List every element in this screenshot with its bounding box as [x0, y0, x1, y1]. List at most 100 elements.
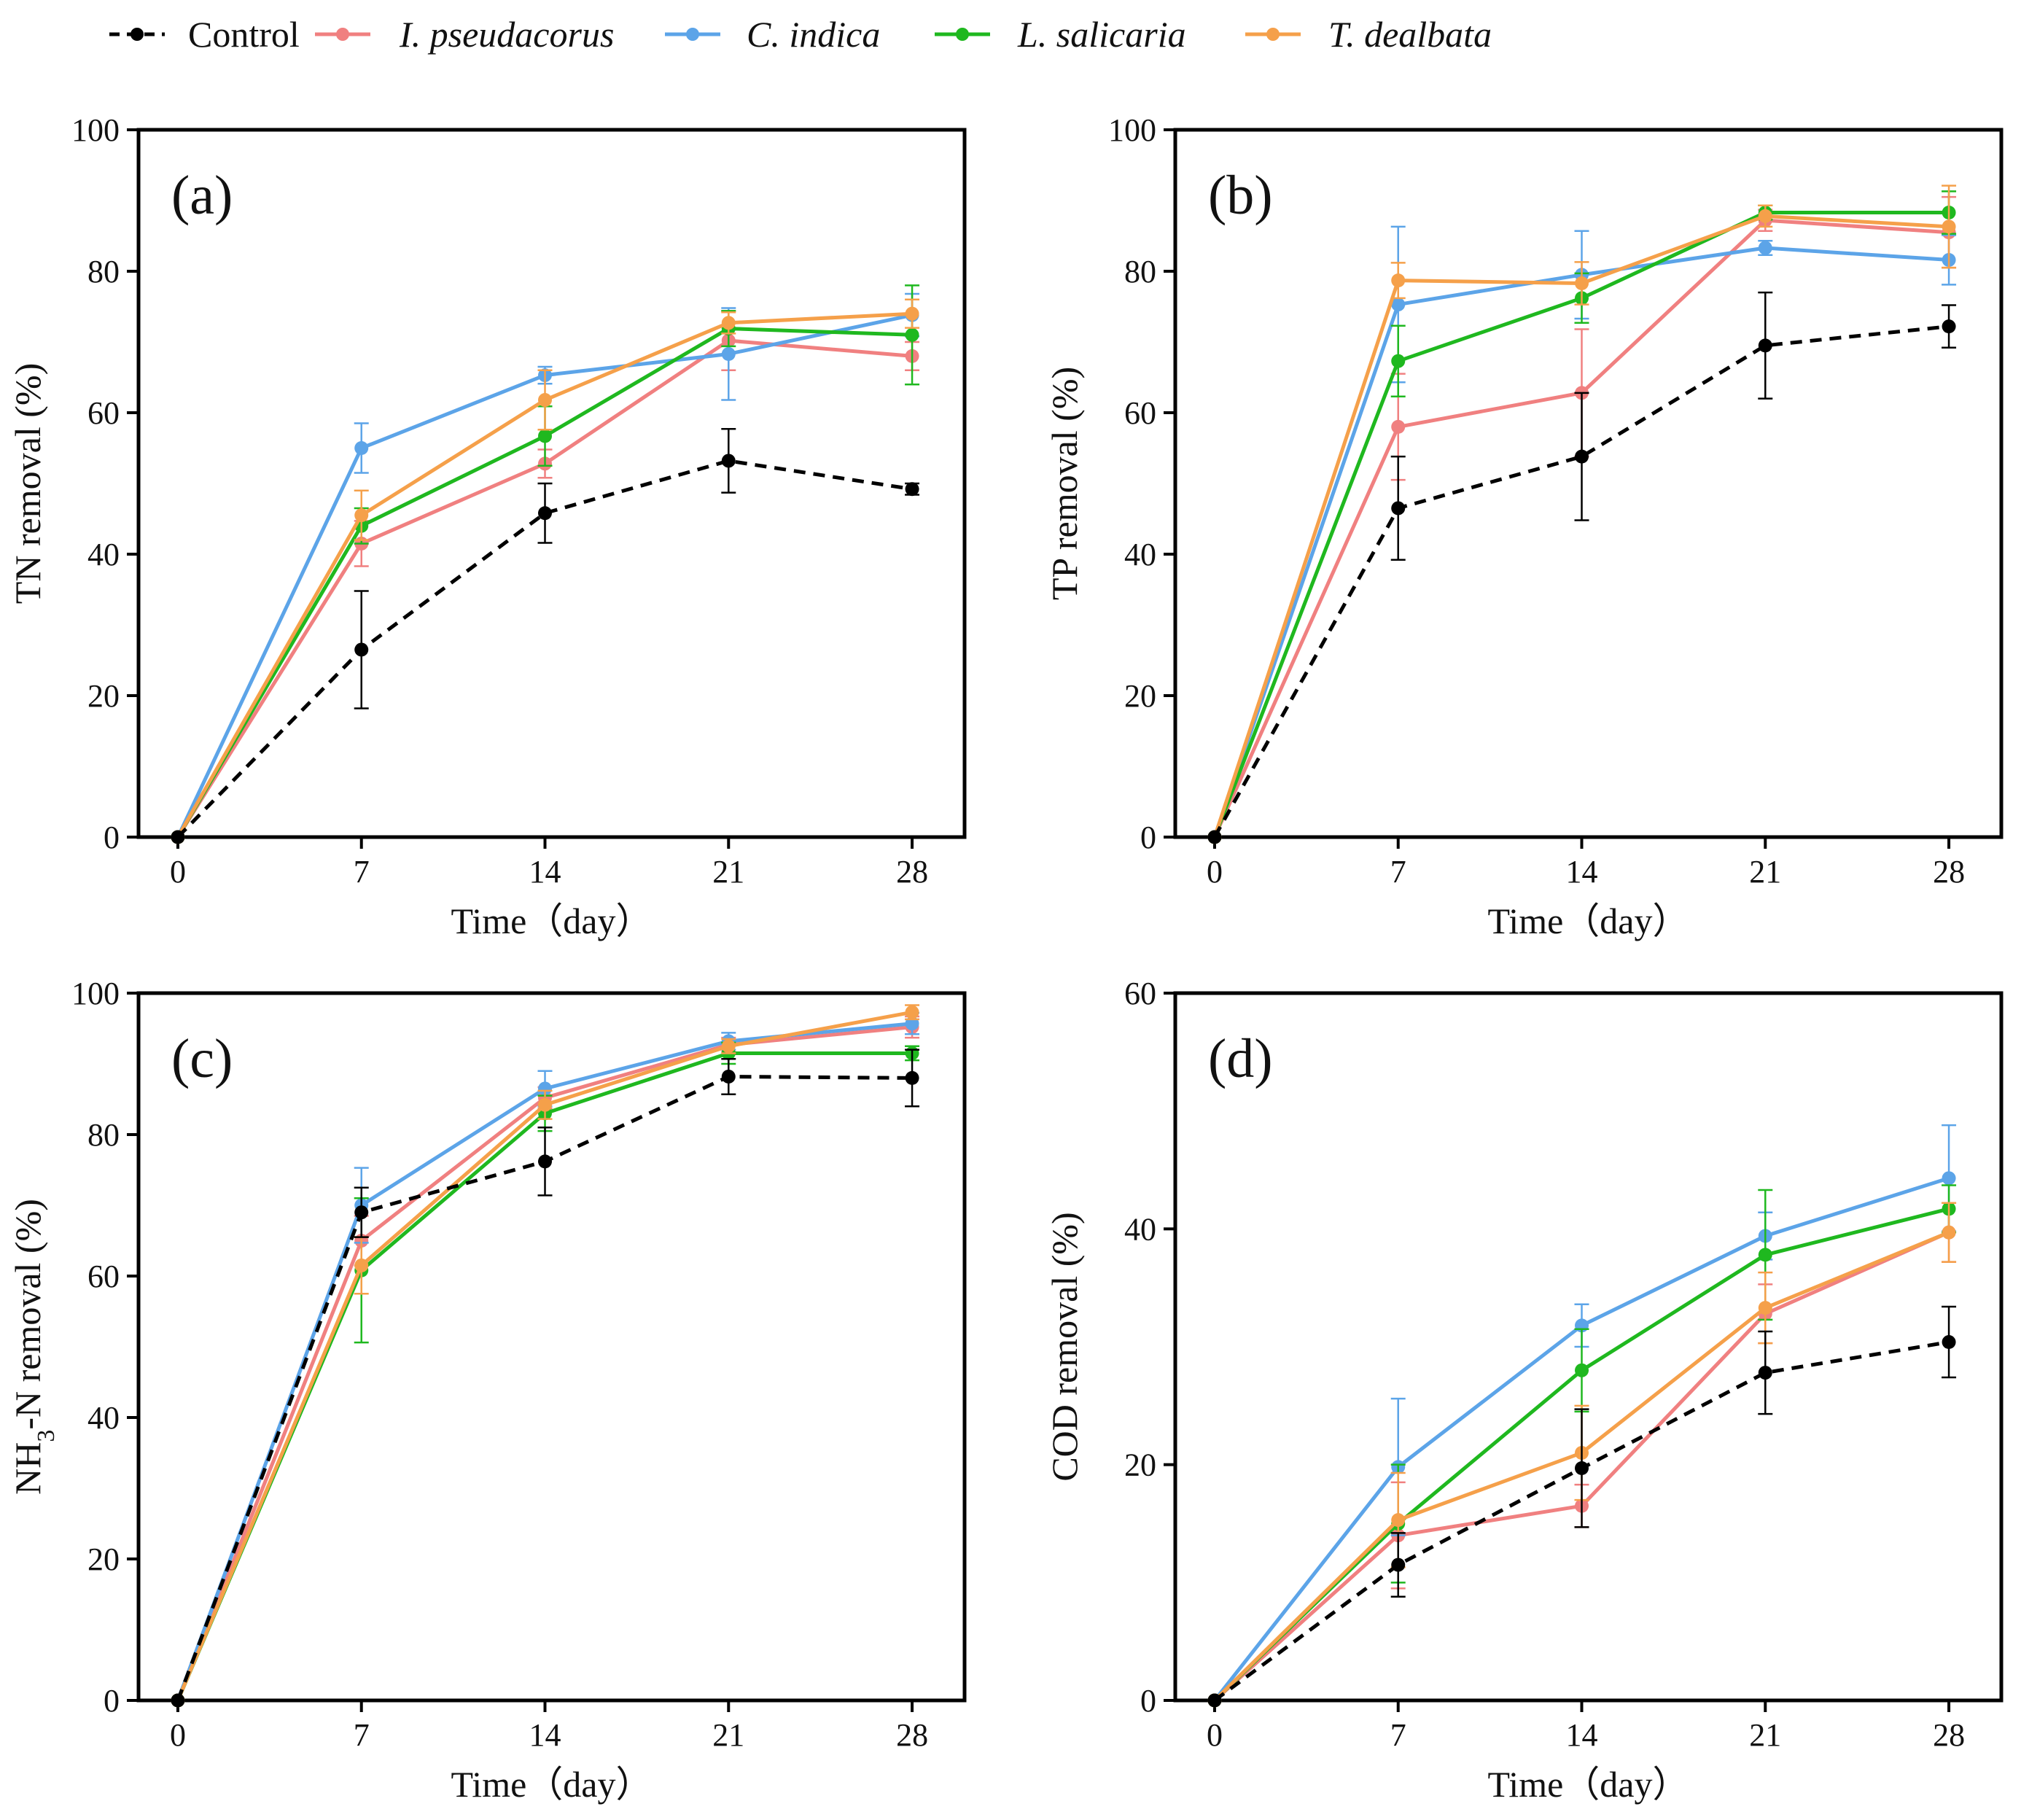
panel-d-series-t-dealbata-point-21 [1758, 1301, 1772, 1315]
legend: Control I. pseudacorus C. indica L. salicar… [109, 14, 1492, 55]
panel-c-label: (c) [171, 1028, 233, 1089]
panel-d-xtick-label-21: 21 [1749, 1717, 1781, 1753]
panel-c-ytick-label-0: 0 [104, 1683, 120, 1719]
panel-a-series-control [171, 428, 920, 844]
panel-b-series-control-point-21 [1758, 338, 1772, 353]
legend-marker-control [131, 28, 144, 41]
panel-a-series-l-salicaria-point-28 [905, 327, 919, 342]
panel-a-series-t-dealbata-point-14 [538, 393, 553, 408]
panel-c: 0 20 40 60 80 100 0 7 14 21 28 Time（day） NH3-N remov… [7, 976, 967, 1805]
panel-a-series-l-salicaria-point-14 [538, 429, 553, 443]
panel-d-frame [1173, 991, 2004, 1703]
panel-d-xtick-label-0: 0 [1207, 1717, 1223, 1753]
panel-d: 0 20 40 60 0 7 14 21 28 Time（day） COD removal (%) (… [1044, 976, 2004, 1805]
panel-b-ylabel: TP removal (%) [1044, 367, 1085, 600]
panel-d-ytick-label-60: 60 [1124, 976, 1156, 1011]
legend-label-c-indica: C. indica [747, 14, 880, 55]
panel-d-series-control-point-21 [1758, 1366, 1772, 1380]
panel-b-series-control-point-7 [1391, 501, 1406, 516]
panel-b-series-control-point-0 [1207, 830, 1222, 844]
panel-a-ylabel: TN removal (%) [7, 363, 48, 604]
panel-c-xtick-label-14: 14 [529, 1717, 561, 1753]
panel-a-series-t-dealbata-point-21 [721, 316, 736, 330]
panel-c-xtick-label-28: 28 [896, 1717, 928, 1753]
panel-b-ytick-label-100: 100 [1108, 112, 1156, 148]
panel-d-ytick-label-20: 20 [1124, 1447, 1156, 1483]
panel-d-ylabel: COD removal (%) [1044, 1212, 1085, 1481]
panel-d-series-control [1207, 1305, 1957, 1708]
panel-c-series-t-dealbata-point-14 [538, 1097, 553, 1112]
panel-b-series-t-dealbata-point-28 [1942, 219, 1956, 234]
legend-marker-l-salicaria [956, 28, 969, 41]
panel-b-ytick-label-60: 60 [1124, 395, 1156, 431]
legend-item-i-pseudacorus: I. pseudacorus [315, 14, 614, 55]
panel-c-series-control-point-21 [721, 1069, 736, 1084]
panel-c-series-t-dealbata-point-21 [721, 1039, 736, 1054]
legend-item-c-indica: C. indica [665, 14, 880, 55]
panel-b-series-t-dealbata-point-21 [1758, 209, 1772, 223]
panel-a-xtick-label-0: 0 [170, 854, 186, 890]
panel-b-series-control-point-28 [1942, 319, 1956, 334]
panel-b-xtick-label-28: 28 [1933, 854, 1965, 890]
panel-d-xtick-label-14: 14 [1566, 1717, 1598, 1753]
panel-c-xtick-label-0: 0 [170, 1717, 186, 1753]
panel-a-xtick-label-21: 21 [712, 854, 744, 890]
legend-item-t-dealbata: T. dealbata [1245, 14, 1492, 55]
panel-c-ytick-label-40: 40 [87, 1400, 120, 1436]
panel-c-xtick-label-21: 21 [712, 1717, 744, 1753]
panels: 0 20 40 60 80 100 0 7 14 21 28 Time（day） TN removal … [7, 112, 2004, 1805]
panel-c-ylabel: NH3-N removal (%) [7, 1199, 60, 1495]
panel-b-series-c-indica-point-21 [1758, 241, 1772, 255]
panel-d-series-control-point-14 [1575, 1461, 1589, 1476]
panel-a: 0 20 40 60 80 100 0 7 14 21 28 Time（day） TN removal … [7, 112, 967, 941]
panel-c-series-control-point-28 [905, 1070, 919, 1085]
panel-b-xtick-label-21: 21 [1749, 854, 1781, 890]
panel-c-ylabel-sub: 3 [33, 1430, 60, 1442]
panel-c-series-c-indica-point-14 [538, 1081, 553, 1096]
panel-a-xtick-label-7: 7 [354, 854, 370, 890]
panel-c-ytick-label-20: 20 [87, 1541, 120, 1577]
panel-c-xtick-label-7: 7 [354, 1717, 370, 1753]
panel-a-xtick-label-14: 14 [529, 854, 561, 890]
panel-a-xlabel: Time（day） [451, 901, 653, 941]
panel-d-series-l-salicaria-point-21 [1758, 1248, 1772, 1262]
legend-label-t-dealbata: T. dealbata [1328, 14, 1492, 55]
panel-a-label: (a) [171, 165, 233, 226]
panel-a-ytick-label-40: 40 [87, 537, 120, 572]
legend-marker-c-indica [686, 28, 699, 41]
panel-d-ytick-label-40: 40 [1124, 1211, 1156, 1247]
panel-a-series-control-point-14 [538, 506, 553, 521]
legend-label-i-pseudacorus: I. pseudacorus [399, 14, 614, 55]
panel-c-ytick-label-80: 80 [87, 1117, 120, 1153]
panel-c-xlabel: Time（day） [451, 1764, 653, 1805]
panel-b-series-c-indica-point-7 [1391, 298, 1406, 312]
panel-a-series-t-dealbata-point-28 [905, 306, 919, 321]
panel-c-series-control-point-0 [171, 1693, 185, 1708]
panel-a-series-t-dealbata-point-7 [354, 508, 369, 523]
panel-c-series-t-dealbata-point-7 [354, 1258, 369, 1272]
panel-b-ytick-label-0: 0 [1140, 820, 1156, 855]
panel-a-xtick-label-28: 28 [896, 854, 928, 890]
panel-a-ytick-label-20: 20 [87, 678, 120, 714]
panel-a-series-control-point-21 [721, 454, 736, 468]
panel-b-xtick-label-7: 7 [1390, 854, 1406, 890]
panel-d-series-control-point-0 [1207, 1693, 1222, 1708]
panel-d-xlabel: Time（day） [1488, 1764, 1689, 1805]
panel-c-frame [136, 991, 967, 1703]
panel-a-ytick-label-100: 100 [71, 112, 120, 148]
panel-a-series-c-indica-point-21 [721, 346, 736, 361]
panel-a-series-control-point-28 [905, 482, 919, 497]
panel-d-series-control-point-7 [1391, 1558, 1406, 1572]
panel-a-series-control-point-7 [354, 642, 369, 657]
panel-d-series-t-dealbata-point-28 [1942, 1225, 1956, 1240]
panel-c-ytick-label-100: 100 [71, 976, 120, 1011]
panel-a-series-c-indica-point-7 [354, 441, 369, 455]
panel-d-series-c-indica-point-28 [1942, 1171, 1956, 1186]
panel-b-frame [1173, 128, 2004, 839]
legend-marker-t-dealbata [1266, 28, 1280, 41]
panel-c-series-control-point-7 [354, 1205, 369, 1220]
panel-b-xtick-label-14: 14 [1566, 854, 1598, 890]
panel-d-series-control-point-28 [1942, 1335, 1956, 1350]
panel-b-ytick-label-40: 40 [1124, 537, 1156, 572]
panel-a-frame [136, 128, 967, 839]
